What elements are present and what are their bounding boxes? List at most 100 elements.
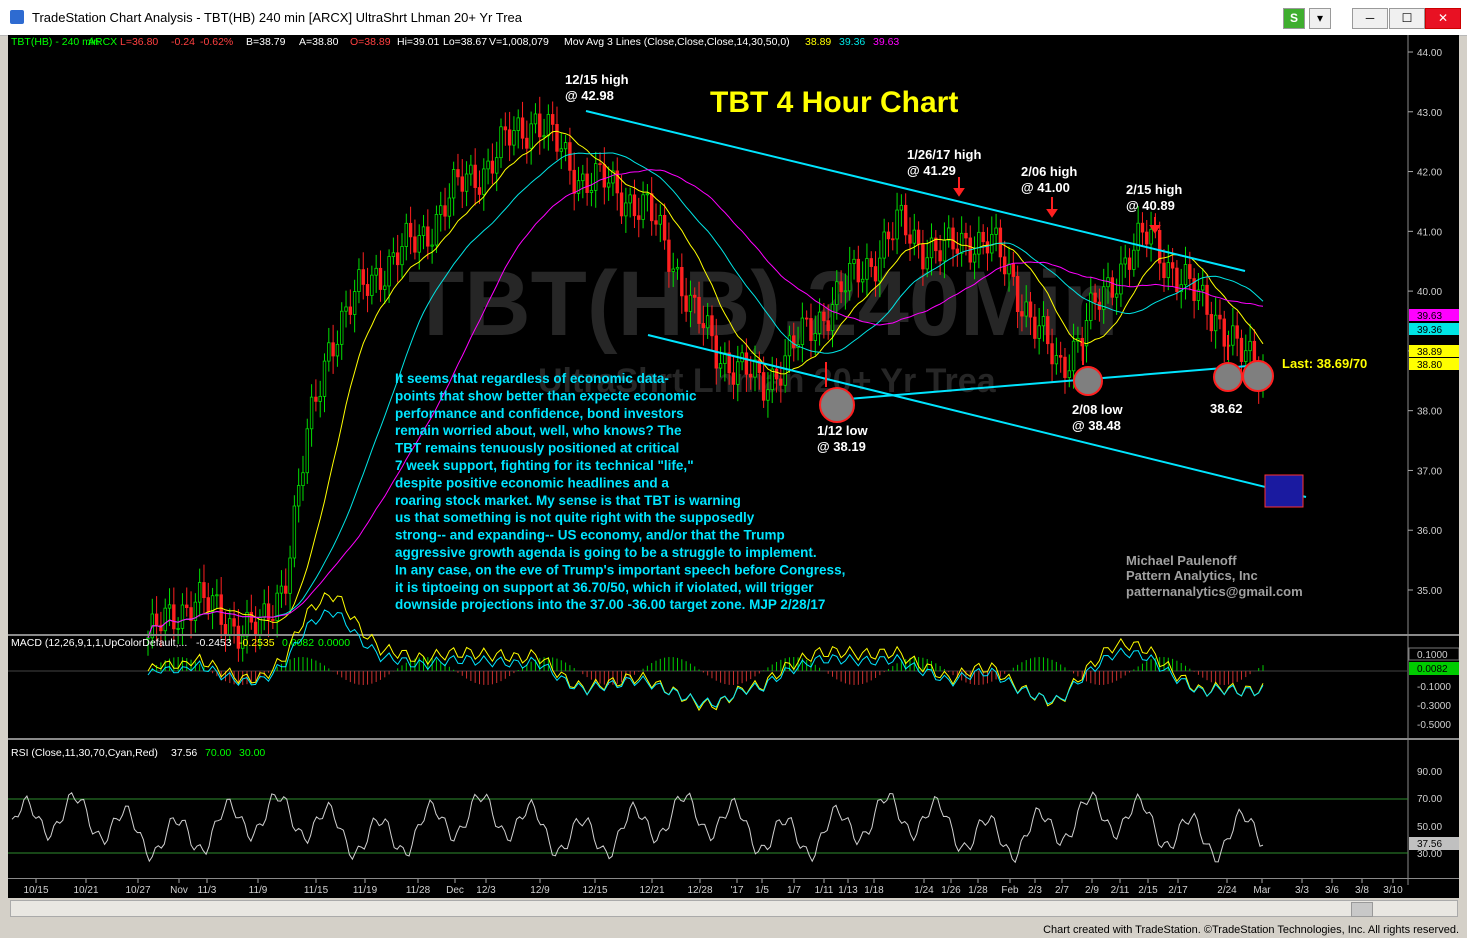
scrollbar-thumb[interactable] <box>1351 902 1373 917</box>
support-trendline <box>835 364 1261 401</box>
candle-body-203 <box>1020 311 1024 317</box>
candle-body-157 <box>822 311 826 322</box>
candle-body-80 <box>490 160 495 174</box>
rsi-tick-50: 50.00 <box>1417 822 1442 833</box>
low-circle-1-12 <box>819 387 855 423</box>
candle-body-128 <box>697 296 701 324</box>
candle-body-106 <box>602 164 607 188</box>
candle-body-100 <box>576 180 581 194</box>
close-button[interactable]: ✕ <box>1425 8 1461 29</box>
macd-tick-2: -0.3000 <box>1417 701 1451 712</box>
candle-body-142 <box>757 359 762 373</box>
candle-body-207 <box>1037 325 1041 339</box>
candle-body-137 <box>736 361 740 385</box>
candle-body-93 <box>546 114 551 137</box>
candle-body-226 <box>1119 263 1123 295</box>
candle-body-239 <box>1175 267 1179 293</box>
commentary-line-9: strong-- and expanding-- US economy, and… <box>395 528 785 543</box>
annotation-1215-line2: @ 42.98 <box>565 88 614 103</box>
maximize-button[interactable]: ☐ <box>1389 8 1425 29</box>
candle-body-159 <box>830 304 835 332</box>
status-exchange: ARCX <box>88 36 117 48</box>
candle-body-227 <box>1123 257 1127 265</box>
candle-body-16 <box>215 594 219 597</box>
candle-body-34 <box>292 505 297 559</box>
time-tick-label-29: 2/15 <box>1138 885 1158 896</box>
candle-body-12 <box>197 582 202 603</box>
minimize-button[interactable]: ─ <box>1352 8 1388 29</box>
price-tick-label-9: 35.00 <box>1417 586 1442 597</box>
price-axis-badges: 39.63 39.36 38.89 38.80 <box>1409 309 1459 371</box>
candle-body-196 <box>990 233 994 254</box>
chart-svg: TBT(HB),240Min UltraShrt Lhman 20+ Yr Tr… <box>8 35 1459 896</box>
candle-body-88 <box>525 137 529 149</box>
candle-body-86 <box>516 117 520 131</box>
time-tick-label-6: 11/15 <box>304 885 329 896</box>
horizontal-scrollbar[interactable] <box>10 900 1458 917</box>
candle-body-218 <box>1084 320 1089 347</box>
commentary-line-3: remain worried about, well, who knows? T… <box>395 423 682 438</box>
candle-body-68 <box>439 205 443 215</box>
candle-body-156 <box>817 311 822 334</box>
candle-body-152 <box>800 317 805 345</box>
signature-name: Michael Paulenoff <box>1126 553 1237 568</box>
candle-body-18 <box>223 624 228 635</box>
candle-body-190 <box>964 232 968 239</box>
macd-lines <box>147 592 1264 712</box>
time-tick-label-25: 2/3 <box>1028 885 1042 896</box>
candle-body-51 <box>365 284 370 296</box>
commentary-line-6: despite positive economic headlines and … <box>395 475 669 490</box>
macd-tick-1: -0.1000 <box>1417 682 1451 693</box>
candle-body-37 <box>305 428 309 474</box>
status-open: O=38.89 <box>350 36 391 48</box>
candle-body-148 <box>783 355 787 386</box>
menu-dropdown-icon[interactable]: ▾ <box>1309 8 1331 29</box>
price-tick-label-7: 37.00 <box>1417 466 1442 477</box>
annotation-0112-line2: @ 38.19 <box>817 439 866 454</box>
candle-body-186 <box>947 227 951 241</box>
candle-body-145 <box>770 368 774 391</box>
candle-body-169 <box>873 266 878 282</box>
signature-email: patternanalytics@gmail.com <box>1126 584 1303 599</box>
candle-body-161 <box>839 281 843 293</box>
candle-body-175 <box>899 204 904 211</box>
signature: Michael Paulenoff Pattern Analytics, Inc… <box>1126 553 1303 599</box>
candle-body-154 <box>809 318 813 341</box>
low-circle-2-08 <box>1073 366 1103 396</box>
chart-area[interactable]: TBT(HB),240Min UltraShrt Lhman 20+ Yr Tr… <box>8 35 1459 898</box>
candle-body-177 <box>908 234 912 244</box>
candle-body-91 <box>538 113 542 138</box>
candle-body-30 <box>275 592 279 621</box>
price-badge-3: 38.80 <box>1417 360 1442 371</box>
commentary-line-10: aggressive growth agenda is going to be … <box>395 545 817 560</box>
candle-body-118 <box>654 220 658 225</box>
candle-body-238 <box>1170 262 1175 269</box>
candle-body-252 <box>1231 325 1235 346</box>
candle-body-25 <box>253 621 258 636</box>
time-tick-label-28: 2/11 <box>1111 885 1130 896</box>
candle-body-149 <box>787 335 792 357</box>
candle-body-121 <box>667 239 671 272</box>
candle-body-201 <box>1011 263 1016 277</box>
commentary-line-13: downside projections into the 37.00 -36.… <box>395 597 825 612</box>
candle-body-50 <box>361 269 365 285</box>
candle-body-256 <box>1248 340 1252 352</box>
candle-body-96 <box>559 148 563 152</box>
candle-body-15 <box>210 595 215 612</box>
rsi-label: RSI (Close,11,30,70,Cyan,Red) <box>11 747 158 759</box>
price-tick-label-8: 36.00 <box>1417 526 1442 537</box>
upper-trendline <box>585 110 1246 272</box>
candle-body-48 <box>352 291 357 315</box>
macd-status: MACD (12,26,9,1,1,UpColorDefault,... -0.… <box>11 637 350 649</box>
candle-body-97 <box>563 142 568 150</box>
candle-body-55 <box>383 285 387 290</box>
candle-body-228 <box>1127 257 1132 270</box>
candle-body-130 <box>705 315 710 329</box>
candle-body-123 <box>675 267 680 270</box>
candle-body-160 <box>835 281 839 305</box>
candle-body-193 <box>977 231 981 255</box>
price-badge-box-1 <box>1409 323 1459 335</box>
candle-body-27 <box>262 603 266 618</box>
s-button[interactable]: S <box>1283 8 1305 29</box>
candle-body-66 <box>430 244 434 247</box>
